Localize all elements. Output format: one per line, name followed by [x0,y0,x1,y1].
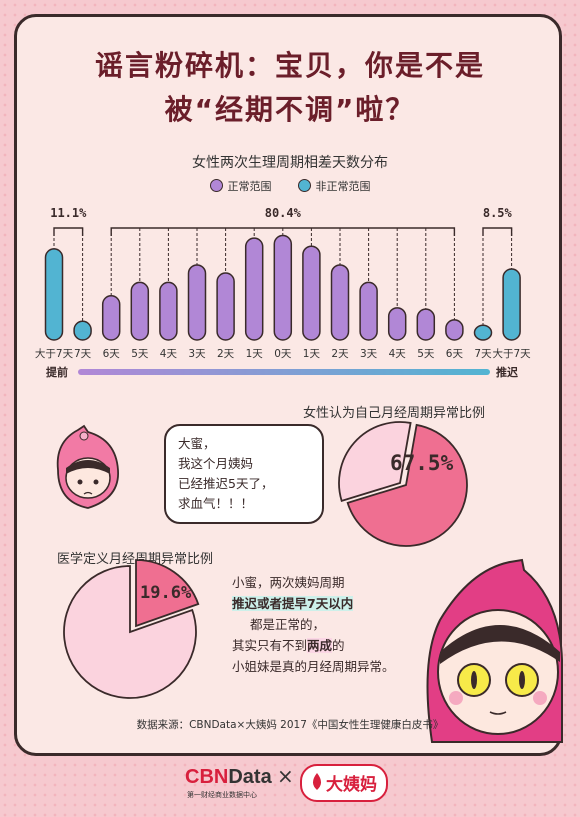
pie1-label: 67.5% [390,451,454,475]
tick-label-13: 5天 [417,348,435,360]
tick-label-0: 大于7天 [35,347,74,360]
tick-label-8: 0天 [274,348,292,360]
bar-4 [159,281,178,341]
tick-label-7: 1天 [246,348,264,360]
legend-normal-swatch [209,179,223,192]
cbndata-logo-b: Data [228,766,272,788]
speech-bubble-question: 大蜜， 我这个月姨妈 已经推迟5天了， 求血气！！！ [164,424,324,524]
legend-normal-label: 正常范围 [227,180,272,193]
bubble2-line4c: 的 [332,638,345,653]
tick-label-1: 7天 [74,348,92,360]
page-title-line2: 被“经期不调”啦？ [164,93,416,126]
legend-normal: 正常范围 [209,178,272,194]
legend-abnormal-label: 非正常范围 [315,180,371,193]
tick-label-16: 大于7天 [493,347,532,360]
drop-icon [313,773,321,790]
bar-chart-title: 女性两次生理周期相差天数分布 [192,155,388,171]
group-label-2: 8.5% [483,206,513,220]
tick-label-2: 6天 [103,348,121,360]
pie-slice-rest [63,565,197,699]
bubble2-line5: 小姐妹是真的月经周期异常。 [232,659,395,674]
bubble1-line3: 已经推迟5天了， [178,476,274,491]
tick-label-15: 7天 [474,348,492,360]
bubble2-line4a: 其实只有不到 [232,638,308,653]
direction-axis [78,369,490,375]
group-label-1: 80.4% [265,206,302,220]
bar-9 [302,245,321,341]
tick-label-6: 2天 [217,348,235,360]
pie2-label: 19.6% [140,583,192,603]
page-title-line1: 谣言粉碎机：宝贝，你是不是 [94,49,485,82]
bar-chart: 大于7天 7天 6天 5天 4天 3天 2天 1天 0天 1天 2天 3天 4天 5天 6天 7天 大于7天11… [35,206,532,379]
tick-label-12: 4天 [389,348,407,360]
bar-12 [387,307,407,341]
tick-label-10: 2天 [331,348,349,360]
bar-11 [359,281,378,341]
tick-label-4: 4天 [160,348,178,360]
dayima-logo-text: 大姨妈 [326,775,377,795]
axis-label-early: 提前 [46,365,68,379]
axis-label-late: 推迟 [496,365,518,379]
bar-chart-legend: 正常范围 非正常范围 [0,178,580,194]
tick-label-5: 3天 [188,348,206,360]
bubble1-line1: 大蜜， [178,436,216,451]
cbndata-logo-a: CBN [185,766,229,788]
answer-text: 小蜜，两次姨妈周期 推迟或者提早7天以内 都是正常的， 其实只有不到两成的 小姐… [232,572,395,677]
tick-label-14: 6天 [446,348,464,360]
bubble2-line3: 都是正常的， [250,617,326,632]
bar-3 [130,281,150,341]
pie-slice-main [135,559,200,628]
times-sign: × [277,764,294,788]
bar-6 [216,272,235,341]
bubble1-line4: 求血气！！！ [178,496,254,511]
cbndata-subtitle: 第一财经商业数据中心 [187,791,257,799]
tick-label-9: 1天 [303,348,321,360]
tick-label-3: 5天 [131,348,149,360]
group-bracket-2 [482,227,513,236]
pie-slice-rest [338,421,412,502]
legend-abnormal-swatch [297,179,311,192]
cbndata-logo: CBNData [185,766,272,789]
group-label-0: 11.1% [50,206,87,220]
group-bracket-0 [53,227,84,236]
bubble2-line1: 小蜜，两次姨妈周期 [232,575,345,590]
footer-logos: CBNData 第一财经商业数据中心 × 大姨妈 [0,760,580,817]
dayima-logo: 大姨妈 [300,764,388,802]
tick-label-11: 3天 [360,348,378,360]
pie-slice-main [346,423,468,547]
bubble2-line2: 推迟或者提早7天以内 [232,596,354,611]
data-source: 数据来源：CBNData×大姨妈 2017《中国女性生理健康白皮书》 [136,719,444,731]
bubble2-line4b: 两成 [307,638,333,653]
pie2-title: 医学定义月经周期异常比例 [57,552,214,567]
pie1-title: 女性认为自己月经周期异常比例 [303,406,486,421]
legend-abnormal: 非正常范围 [297,178,371,194]
bar-1 [73,320,92,341]
bubble1-line2: 我这个月姨妈 [178,456,254,471]
